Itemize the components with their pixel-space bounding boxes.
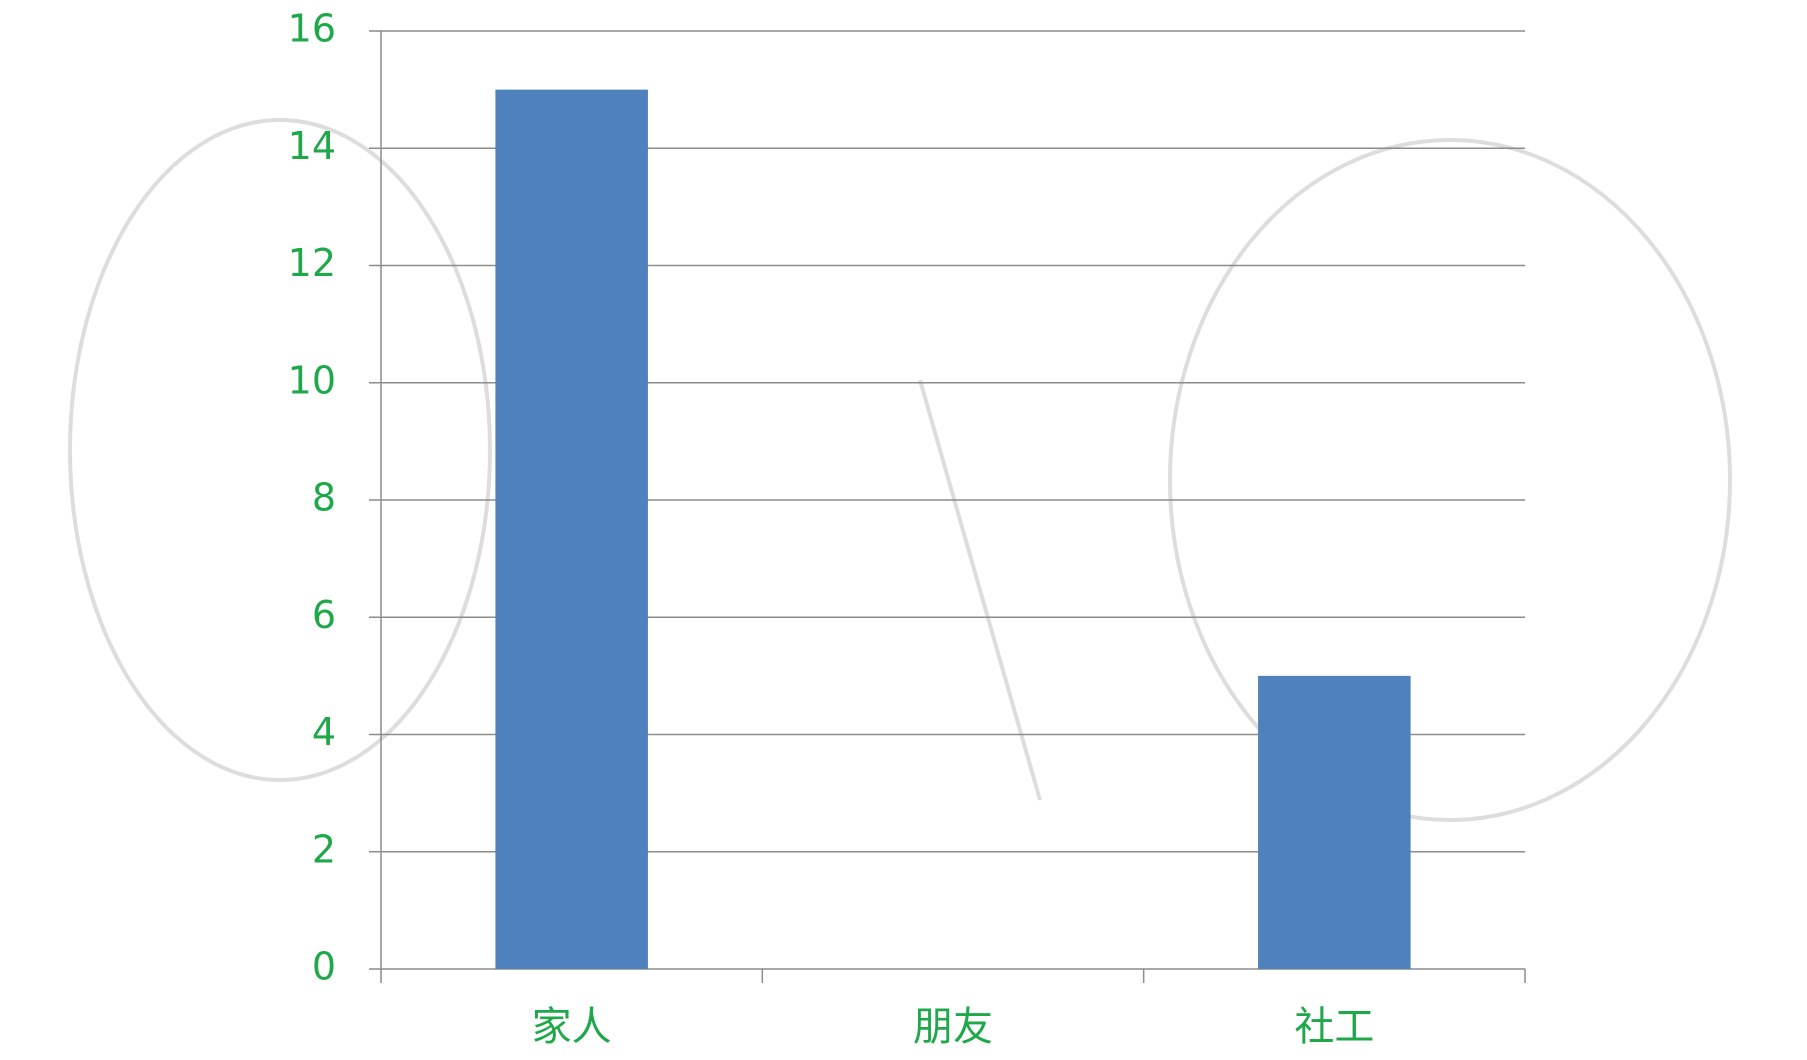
y-tick-label: 2 bbox=[312, 827, 336, 871]
illustration-figure-left bbox=[68, 118, 492, 782]
bar bbox=[495, 89, 648, 969]
y-tick-label: 6 bbox=[312, 593, 336, 637]
y-tick-label: 14 bbox=[288, 124, 336, 168]
x-tick-label: 社工 bbox=[1294, 1004, 1374, 1050]
x-tick-label: 家人 bbox=[532, 1004, 612, 1050]
y-tick-label: 0 bbox=[312, 945, 336, 989]
y-tick-label: 4 bbox=[312, 710, 336, 754]
y-tick-label: 10 bbox=[288, 358, 336, 402]
y-tick-label: 8 bbox=[312, 476, 336, 520]
illustration-cane bbox=[918, 379, 1042, 801]
background-illustration bbox=[68, 118, 1732, 822]
y-tick-label: 12 bbox=[288, 241, 336, 285]
y-tick-label: 16 bbox=[288, 7, 336, 51]
bar bbox=[1258, 675, 1411, 969]
illustration-figure-right bbox=[1168, 138, 1732, 822]
x-tick-label: 朋友 bbox=[913, 1004, 993, 1050]
